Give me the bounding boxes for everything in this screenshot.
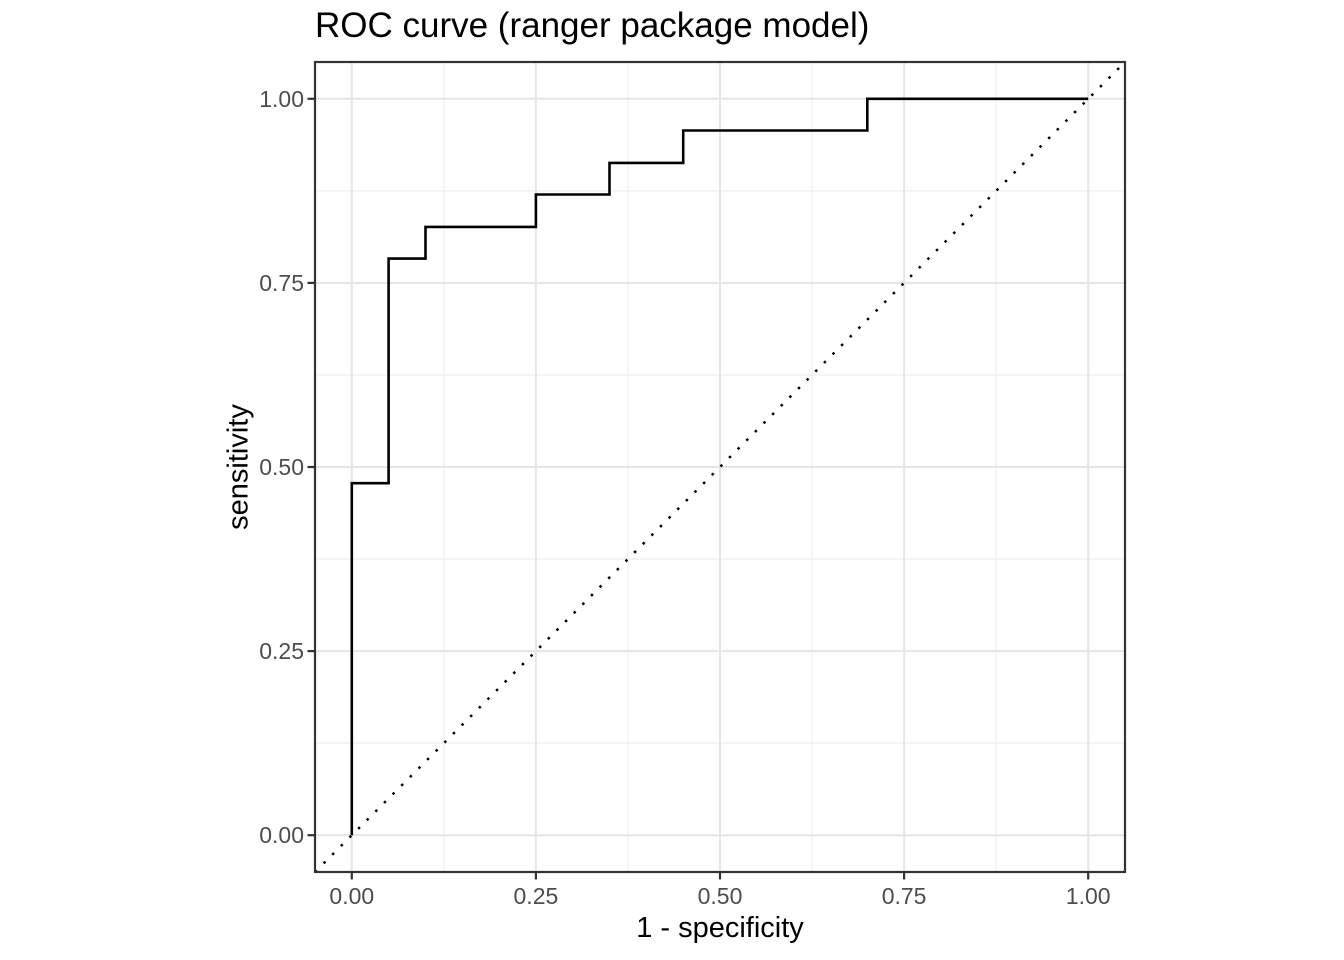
roc-curve-line	[350, 97, 1089, 836]
x-tick-label: 1.00	[1065, 883, 1111, 909]
y-tick-label: 1.00	[259, 85, 304, 112]
x-axis-title: 1 - specificity	[636, 912, 804, 944]
x-tick-label: 0.25	[513, 883, 559, 909]
x-tick-label: 0.75	[881, 883, 927, 909]
chart-title: ROC curve (ranger package model)	[315, 6, 870, 45]
y-tick-label: 0.25	[259, 638, 304, 665]
x-tick-label: 0.00	[329, 883, 375, 909]
y-tick-label: 0.75	[259, 269, 304, 296]
y-tick-label: 0.00	[259, 822, 304, 849]
y-tick-label: 0.50	[259, 454, 304, 480]
x-tick-label: 0.50	[697, 883, 743, 909]
